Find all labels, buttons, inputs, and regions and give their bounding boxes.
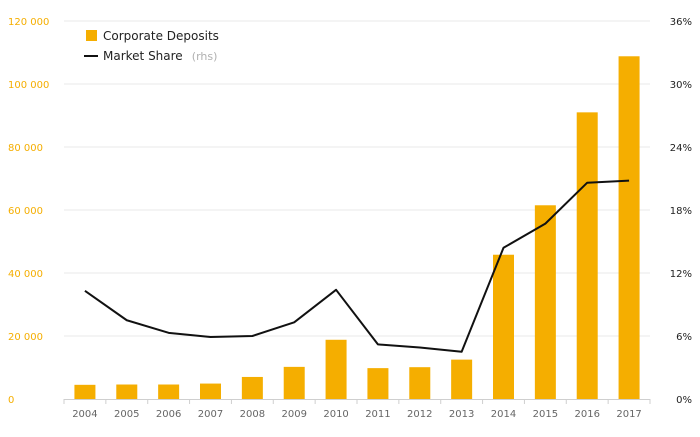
x-axis-ticks: 2004 2005 2006 2007 2008 2009 2010 2011 2012 2013… bbox=[72, 409, 642, 420]
x-axis bbox=[63, 399, 651, 404]
right-tick-label: 18% bbox=[670, 206, 692, 217]
right-axis-ticks: 0% 6% 12% 18% 24% 30% 36% bbox=[670, 17, 692, 406]
bar-2010 bbox=[325, 339, 347, 399]
x-tick-label: 2005 bbox=[114, 409, 139, 420]
left-tick-label: 20 000 bbox=[8, 332, 43, 343]
bar-2014 bbox=[493, 254, 514, 399]
left-tick-label: 120 000 bbox=[8, 17, 49, 28]
left-tick-label: 100 000 bbox=[8, 80, 49, 91]
gridlines bbox=[64, 20, 650, 337]
legend-label-market-share-main: Market Share bbox=[103, 49, 183, 63]
bar-2007 bbox=[200, 383, 221, 399]
x-tick-label: 2012 bbox=[407, 409, 432, 420]
legend: Corporate Deposits Market Share (rhs) bbox=[84, 29, 219, 64]
bar-2016 bbox=[576, 112, 598, 399]
right-tick-label: 24% bbox=[670, 143, 692, 154]
x-tick-label: 2014 bbox=[491, 409, 516, 420]
bar-2004 bbox=[74, 384, 96, 399]
legend-label-market-share: Market Share (rhs) bbox=[103, 45, 217, 64]
x-tick-label: 2010 bbox=[323, 409, 348, 420]
legend-swatch-corporate-deposits bbox=[86, 30, 97, 41]
x-tick-label: 2011 bbox=[365, 409, 390, 420]
bar-2008 bbox=[241, 376, 263, 399]
legend-label-market-share-suffix: (rhs) bbox=[192, 50, 218, 63]
x-tick-label: 2015 bbox=[533, 409, 558, 420]
left-tick-label: 40 000 bbox=[8, 269, 43, 280]
bar-2017 bbox=[618, 56, 640, 399]
x-tick-label: 2016 bbox=[574, 409, 599, 420]
x-tick-label: 2017 bbox=[616, 409, 641, 420]
line-series-market-share bbox=[84, 179, 630, 353]
legend-label-corporate-deposits: Corporate Deposits bbox=[103, 29, 219, 43]
x-tick-label: 2009 bbox=[281, 409, 306, 420]
x-tick-label: 2008 bbox=[240, 409, 265, 420]
bar-series-corporate-deposits bbox=[74, 56, 640, 399]
bar-2012 bbox=[409, 367, 431, 399]
bar-2009 bbox=[283, 366, 305, 399]
x-tick-label: 2004 bbox=[72, 409, 97, 420]
left-tick-label: 60 000 bbox=[8, 206, 43, 217]
bar-2011 bbox=[367, 368, 389, 399]
bar-2015 bbox=[534, 205, 556, 399]
left-tick-label: 80 000 bbox=[8, 143, 43, 154]
market-share-line bbox=[84, 179, 630, 353]
right-tick-label: 36% bbox=[670, 17, 692, 28]
bar-2006 bbox=[158, 384, 180, 399]
bar-2013 bbox=[451, 359, 473, 399]
x-tick-label: 2006 bbox=[156, 409, 181, 420]
x-tick-label: 2013 bbox=[449, 409, 474, 420]
left-tick-label: 0 bbox=[8, 395, 14, 406]
right-tick-label: 6% bbox=[676, 332, 692, 343]
right-tick-label: 12% bbox=[670, 269, 692, 280]
right-tick-label: 0% bbox=[676, 395, 692, 406]
x-tick-label: 2007 bbox=[198, 409, 223, 420]
right-tick-label: 30% bbox=[670, 80, 692, 91]
left-axis-ticks: 0 20 000 40 000 60 000 80 000 100 000 120 000 bbox=[8, 17, 49, 406]
bar-2005 bbox=[116, 384, 138, 399]
